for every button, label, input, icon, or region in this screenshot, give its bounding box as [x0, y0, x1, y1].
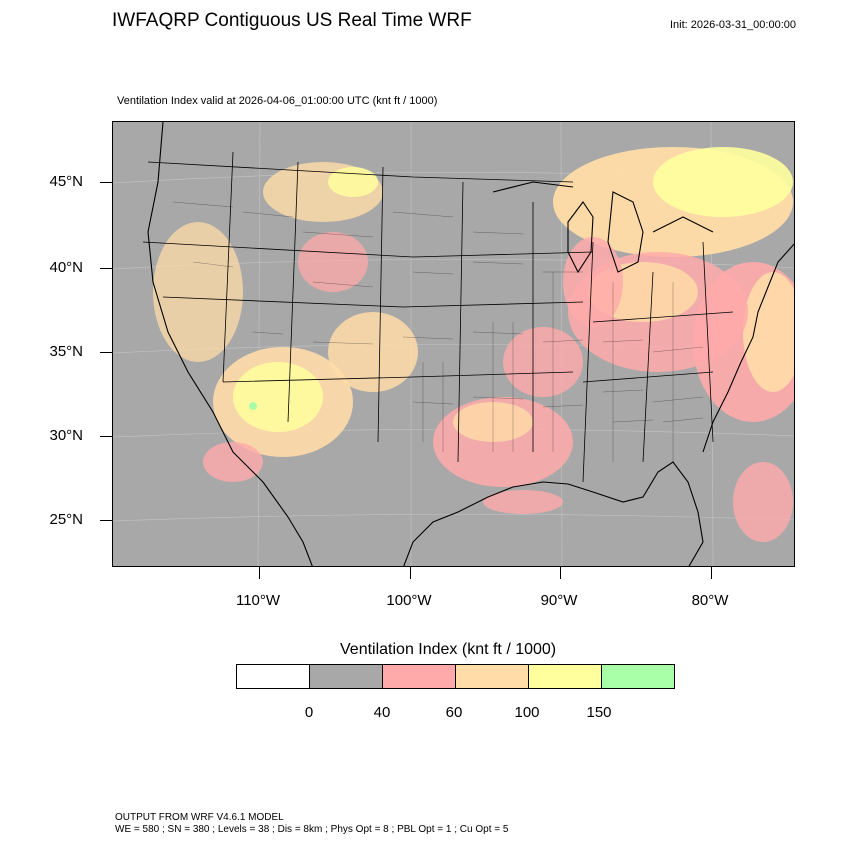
colorbar-swatch: [237, 665, 310, 688]
field-patch-indiana: [563, 237, 623, 327]
lon-label-80w: 80°W: [691, 592, 729, 609]
map-panel: [112, 121, 795, 567]
lon-label-100w: 100°W: [386, 592, 432, 609]
county-borders: [172, 201, 704, 462]
lon-label-110w: 110°W: [235, 592, 281, 609]
lat-tick: [100, 268, 112, 269]
field-patch-arkansas: [503, 327, 583, 397]
page-title: IWFAQRP Contiguous US Real Time WRF: [112, 10, 472, 31]
field-patch-colorado: [298, 232, 368, 292]
lat-label-35n: 35°N: [49, 343, 83, 360]
colorbar: [236, 664, 675, 689]
lat-tick: [100, 352, 112, 353]
map-subtitle: Ventilation Index valid at 2026-04-06_01…: [117, 95, 438, 107]
field-patch-new-mexico: [328, 312, 418, 392]
colorbar-swatch: [529, 665, 602, 688]
field-patch-bahamas: [733, 462, 793, 542]
field-patch-sonora: [203, 442, 263, 482]
map-canvas: [113, 122, 794, 566]
colorbar-swatch: [456, 665, 529, 688]
colorbar-label: 60: [445, 704, 463, 721]
field-patch-montana-core: [328, 167, 378, 197]
colorbar-label: 40: [373, 704, 391, 721]
lat-label-40n: 40°N: [49, 259, 83, 276]
field-patch-ontario: [653, 147, 793, 217]
field-patch-nevada: [153, 222, 243, 362]
lat-label-45n: 45°N: [49, 173, 83, 190]
field-patch-atlantic-inner: [743, 272, 794, 392]
lon-label-90w: 90°W: [540, 592, 578, 609]
colorbar-label: 0: [304, 704, 314, 721]
colorbar-label: 100: [514, 704, 540, 721]
ventilation-index-field: [153, 147, 794, 542]
colorbar-title: Ventilation Index (knt ft / 1000): [340, 641, 557, 658]
lat-tick: [100, 436, 112, 437]
lat-tick: [100, 182, 112, 183]
field-patch-arizona-core: [233, 362, 323, 432]
lat-label-30n: 30°N: [49, 427, 83, 444]
colorbar-swatch: [310, 665, 383, 688]
footer-line-2: WE = 580 ; SN = 380 ; Levels = 38 ; Dis …: [115, 824, 509, 835]
lon-tick: [560, 567, 561, 579]
init-time-label: Init: 2026-03-31_00:00:00: [670, 19, 796, 31]
model-info-footer: OUTPUT FROM WRF V4.6.1 MODEL WE = 580 ; …: [115, 812, 508, 836]
lon-tick: [259, 567, 260, 579]
lat-label-25n: 25°N: [49, 511, 83, 528]
lat-tick: [100, 520, 112, 521]
colorbar-swatch: [602, 665, 674, 688]
footer-line-1: OUTPUT FROM WRF V4.6.1 MODEL: [115, 812, 284, 823]
colorbar-label: 150: [586, 704, 612, 721]
field-patch-gulf: [483, 490, 563, 514]
field-patch-high: [249, 402, 257, 410]
colorbar-swatch: [383, 665, 456, 688]
lon-tick: [711, 567, 712, 579]
coastlines: [147, 122, 794, 566]
lon-tick: [410, 567, 411, 579]
state-borders: [142, 151, 734, 483]
